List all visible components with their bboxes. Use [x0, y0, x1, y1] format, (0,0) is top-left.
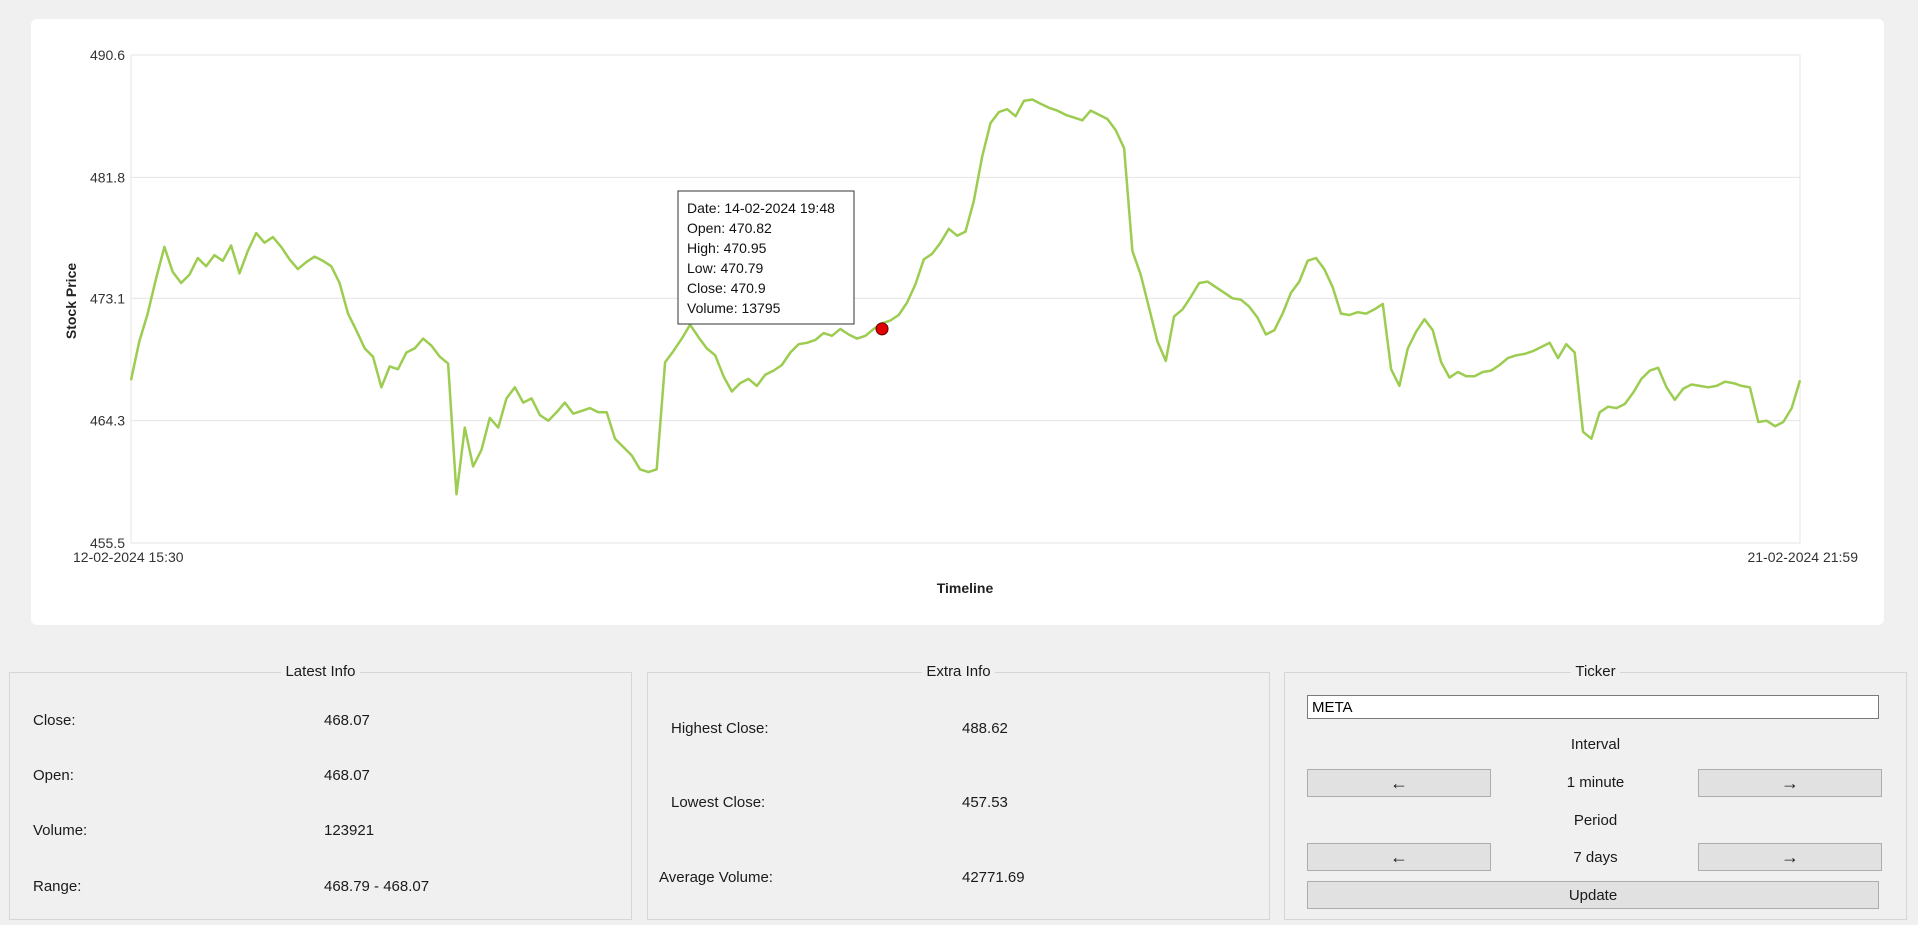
x-axis-title: Timeline	[937, 580, 994, 596]
arrow-left-icon: ←	[1390, 773, 1408, 793]
close-value: 468.07	[324, 712, 370, 729]
tooltip-box	[677, 190, 855, 325]
chart-panel: 490.6 481.8 473.1 464.3 455.5 Stock Price Ti…	[31, 19, 1884, 625]
interval-label: Interval	[1570, 736, 1621, 753]
lowest-close-value: 457.53	[962, 794, 1008, 811]
tooltip-date: Date: 14-02-2024 19:48	[687, 200, 835, 216]
plot-area	[130, 54, 1801, 544]
latest-info-title: Latest Info	[281, 663, 360, 680]
update-button[interactable]: Update	[1307, 881, 1879, 909]
x-tick-end: 21-02-2024 21:59	[1747, 549, 1858, 565]
y-axis-title: Stock Price	[63, 263, 79, 339]
volume-value: 123921	[324, 822, 375, 839]
open-value: 468.07	[324, 767, 370, 784]
extra-info-title: Extra Info	[922, 663, 995, 680]
arrow-right-icon: →	[1781, 773, 1799, 793]
tooltip-volume: Volume: 13795	[687, 300, 781, 316]
extra-info-group: Extra Info Highest Close: 488.62 Lowest …	[647, 663, 1270, 920]
stock-price-chart[interactable]: 490.6 481.8 473.1 464.3 455.5 Stock Price Ti…	[31, 19, 1884, 625]
ticker-input[interactable]	[1307, 695, 1879, 719]
y-tick-label: 481.8	[90, 169, 125, 185]
ticker-group: Ticker Interval ← 1 minute → Period ← 7 …	[1284, 663, 1907, 920]
y-tick-label: 464.3	[90, 413, 125, 429]
interval-value: 1 minute	[1566, 774, 1625, 791]
period-label: Period	[1573, 812, 1618, 829]
highest-close-value: 488.62	[962, 720, 1008, 737]
volume-label: Volume:	[33, 822, 88, 839]
close-label: Close:	[33, 712, 76, 729]
period-prev-button[interactable]: ←	[1307, 843, 1491, 871]
period-value: 7 days	[1573, 849, 1618, 866]
highest-close-label: Highest Close:	[671, 720, 769, 737]
interval-next-button[interactable]: →	[1698, 769, 1882, 797]
tooltip-high: High: 470.95	[687, 240, 767, 256]
open-label: Open:	[33, 767, 74, 784]
x-tick-start: 12-02-2024 15:30	[73, 549, 184, 565]
interval-prev-button[interactable]: ←	[1307, 769, 1491, 797]
price-line	[129, 98, 1802, 496]
ticker-title: Ticker	[1571, 663, 1620, 680]
data-tooltip: Date: 14-02-2024 19:48 Open: 470.82 High…	[677, 190, 855, 325]
latest-info-group: Latest Info Close: 468.07 Open: 468.07 V…	[9, 663, 632, 920]
tooltip-open: Open: 470.82	[687, 220, 772, 236]
update-button-label: Update	[1568, 886, 1618, 904]
tooltip-close: Close: 470.9	[687, 280, 766, 296]
range-value: 468.79 - 468.07	[324, 878, 430, 895]
range-label: Range:	[33, 878, 82, 895]
y-tick-label: 490.6	[90, 47, 125, 63]
hover-point-marker[interactable]	[875, 322, 889, 336]
y-tick-label: 473.1	[90, 290, 125, 306]
average-volume-value: 42771.69	[962, 869, 1025, 886]
tooltip-low: Low: 470.79	[687, 260, 763, 276]
average-volume-label: Average Volume:	[659, 869, 773, 886]
y-tick-label: 455.5	[90, 535, 125, 551]
arrow-left-icon: ←	[1390, 847, 1408, 867]
period-next-button[interactable]: →	[1698, 843, 1882, 871]
arrow-right-icon: →	[1781, 847, 1799, 867]
lowest-close-label: Lowest Close:	[671, 794, 766, 811]
